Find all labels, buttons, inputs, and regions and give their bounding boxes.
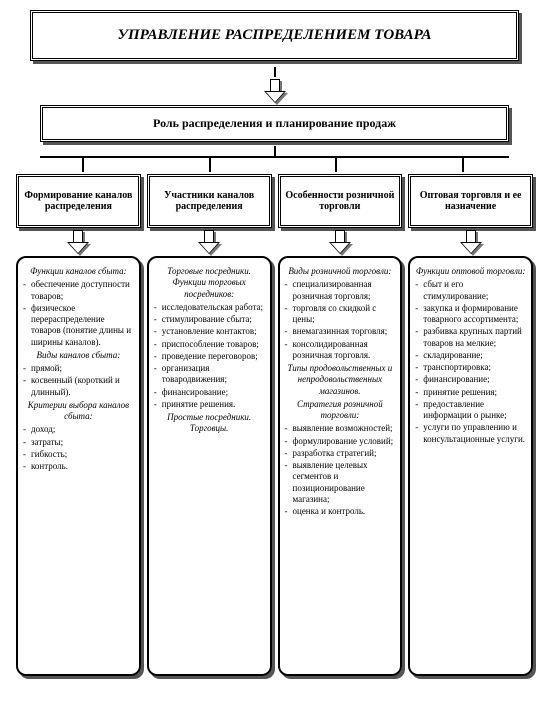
arrow-down-icon	[198, 230, 220, 254]
section-list: специализированная розничная торговля;то…	[285, 279, 396, 361]
section-heading: Простые посредники. Торговцы.	[154, 412, 265, 435]
detail-box: Виды розничной торговли: специализированн…	[278, 256, 403, 676]
list-item: сбыт и его стимулирование;	[415, 279, 526, 302]
list-item: выявление возможностей;	[285, 423, 396, 434]
list-item: разработка стратегий;	[285, 448, 396, 459]
branch-title-box: Особенности розничной торговли	[278, 174, 403, 228]
section-heading: Критерии выбора каналов сбыта:	[23, 400, 134, 423]
list-item: косвенный (короткий и длинный).	[23, 375, 134, 398]
detail-row: Функции каналов сбыта: обеспечение доступ…	[16, 256, 533, 676]
list-item: стимулирование сбыта;	[154, 314, 265, 325]
list-item: организация товародвижения;	[154, 363, 265, 386]
branch-title-text: Участники каналов распределения	[153, 190, 266, 212]
list-item: приспособление товаров;	[154, 339, 265, 350]
branch-title-box: Участники каналов распределения	[147, 174, 272, 228]
section-list: выявление возможностей; формулирование ус…	[285, 423, 396, 517]
branch-title-box: Оптовая торговля и ее назначение	[408, 174, 533, 228]
list-item: транспортировка;	[415, 362, 526, 373]
list-item: доход;	[23, 424, 134, 435]
section-heading: Функции оптовой торговли:	[415, 266, 526, 277]
arrow-down-icon	[329, 230, 351, 254]
list-item: физическое перераспределение товаров (по…	[23, 303, 134, 348]
section-list: доход; затраты;гибкость;контроль.	[23, 424, 134, 472]
arrows-row	[16, 228, 533, 256]
list-item: внемагазинная торговля;	[285, 326, 396, 337]
main-title: УПРАВЛЕНИЕ РАСПРЕДЕЛЕНИЕМ ТОВАРА	[118, 27, 432, 43]
list-item: контроль.	[23, 461, 134, 472]
section-list: исследовательская работа;стимулирование …	[154, 302, 265, 410]
list-item: гибкость;	[23, 449, 134, 460]
list-item: закупка и формирование товарного ассорти…	[415, 303, 526, 326]
branch-title-box: Формирование каналов распределения	[16, 174, 141, 228]
section-heading: Виды розничной торговли:	[285, 266, 396, 277]
arrow-down-icon	[460, 230, 482, 254]
branch-connector	[40, 156, 509, 174]
section-heading: Функции каналов сбыта:	[23, 266, 134, 277]
list-item: выявление целевых сегментов и позиционир…	[285, 460, 396, 505]
list-item: исследовательская работа;	[154, 302, 265, 313]
section-heading: Торговые посредники. Функции торговых по…	[154, 266, 265, 300]
connector	[274, 146, 276, 156]
list-item: торговля со скидкой с цены;	[285, 303, 396, 326]
detail-box: Функции каналов сбыта: обеспечение доступ…	[16, 256, 141, 676]
detail-box: Торговые посредники. Функции торговых по…	[147, 256, 272, 676]
list-item: специализированная розничная торговля;	[285, 279, 396, 302]
connector	[274, 67, 276, 77]
list-item: разбивка крупных партий товаров на мелки…	[415, 326, 526, 349]
list-item: проведение переговоров;	[154, 351, 265, 362]
section-list: обеспечение доступности товаров;физическ…	[23, 279, 134, 348]
branch-title-text: Формирование каналов распределения	[22, 190, 135, 212]
list-item: формулирование условий;	[285, 436, 396, 447]
list-item: финансирование;	[154, 387, 265, 398]
list-item: оценка и контроль.	[285, 506, 396, 517]
list-item: обеспечение доступности товаров;	[23, 279, 134, 302]
list-item: прямой;	[23, 363, 134, 374]
subtitle: Роль распределения и планирование продаж	[153, 116, 396, 130]
subtitle-box: Роль распределения и планирование продаж	[40, 105, 509, 142]
main-title-box: УПРАВЛЕНИЕ РАСПРЕДЕЛЕНИЕМ ТОВАРА	[30, 10, 519, 61]
list-item: принятие решения.	[154, 399, 265, 410]
section-heading: Стратегия розничной торговли:	[285, 399, 396, 422]
section-list: сбыт и его стимулирование;закупка и форм…	[415, 279, 526, 445]
list-item: финансирование;	[415, 374, 526, 385]
list-item: затраты;	[23, 437, 134, 448]
list-item: складирование;	[415, 350, 526, 361]
section-heading: Типы продовольственных и непродовольстве…	[285, 363, 396, 397]
list-item: установление контактов;	[154, 326, 265, 337]
list-item: предоставление информации о рынке;	[415, 399, 526, 422]
branch-title-text: Оптовая торговля и ее назначение	[414, 190, 527, 212]
arrow-down-icon	[67, 230, 89, 254]
branch-title-text: Особенности розничной торговли	[284, 190, 397, 212]
branch-title-row: Формирование каналов распределения Участ…	[16, 174, 533, 228]
section-list: прямой;косвенный (короткий и длинный).	[23, 363, 134, 398]
list-item: услуги по управлению и консультационные …	[415, 422, 526, 445]
list-item: консолидированная розничная торговля.	[285, 339, 396, 362]
section-heading: Виды каналов сбыта:	[23, 350, 134, 361]
detail-box: Функции оптовой торговли: сбыт и его стим…	[408, 256, 533, 676]
list-item: принятие решения;	[415, 387, 526, 398]
arrow-down-icon	[10, 79, 539, 103]
